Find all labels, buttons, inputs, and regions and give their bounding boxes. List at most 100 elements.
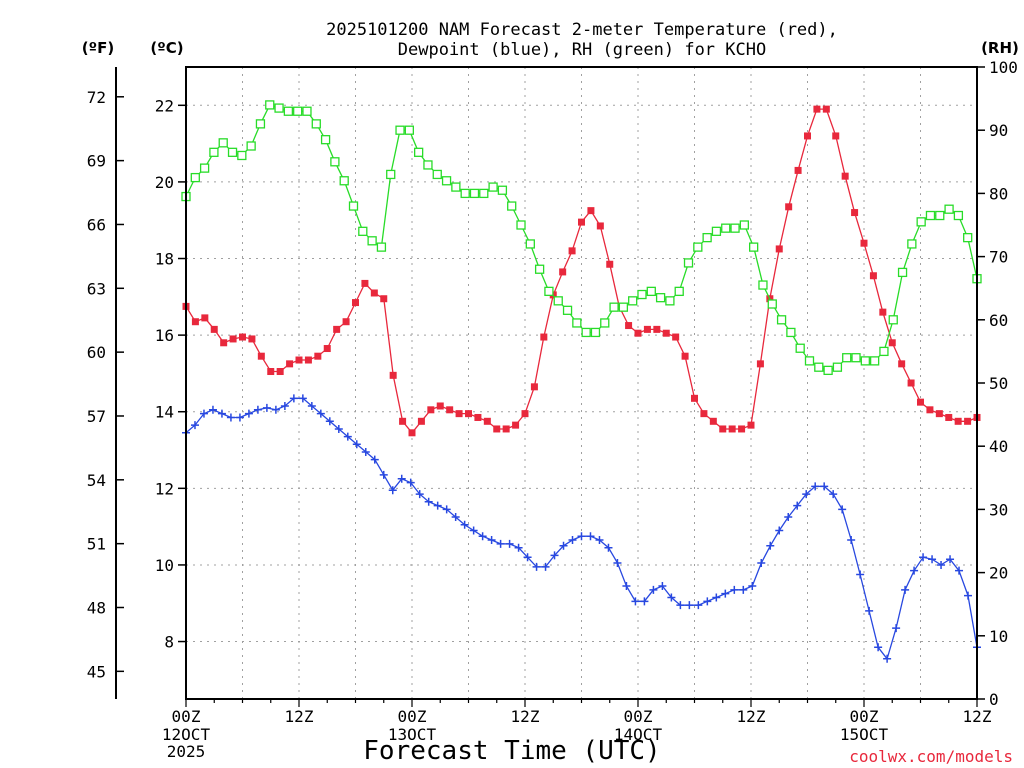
rh-point <box>925 210 936 221</box>
dewpoint-point <box>883 654 892 663</box>
rh-point <box>665 296 675 306</box>
temperature-point <box>295 356 303 364</box>
rh-point <box>451 182 461 192</box>
temperature-point <box>304 356 312 364</box>
temperature-point <box>954 417 962 425</box>
rh-tick-label: 10 <box>989 627 1008 646</box>
temperature-point <box>672 333 680 341</box>
dewpoint-point <box>730 585 739 594</box>
dewpoint-point <box>379 470 388 479</box>
dewpoint-point <box>811 482 820 491</box>
dewpoint-point <box>892 624 901 633</box>
temperature-point <box>474 413 482 421</box>
rh-tick-label: 70 <box>989 248 1008 267</box>
rh-point <box>739 220 750 230</box>
dewpoint-point <box>613 559 622 568</box>
temperature-point <box>804 132 811 140</box>
celsius-tick-label: 8 <box>164 633 174 652</box>
rh-tick-label: 40 <box>989 437 1008 456</box>
rh-point <box>804 356 815 366</box>
series-layer <box>181 100 982 663</box>
dewpoint-point <box>910 566 919 575</box>
dewpoint-point <box>874 643 883 652</box>
temperature-point <box>738 425 746 433</box>
rh-point <box>432 169 442 180</box>
dewpoint-series <box>182 394 981 663</box>
temperature-point <box>625 322 633 330</box>
temperature-point <box>691 394 698 402</box>
rh-tick-label: 90 <box>989 121 1008 140</box>
dewpoint-point <box>766 541 775 550</box>
dewpoint-point <box>712 593 721 602</box>
temperature-point <box>879 308 887 316</box>
rh-point <box>237 150 247 161</box>
temperature-point <box>775 245 783 253</box>
temperature-point <box>935 410 943 418</box>
temperature-point <box>756 360 764 368</box>
temperature-point <box>417 417 425 425</box>
temperature-point <box>399 417 407 425</box>
dewpoint-point <box>937 560 946 569</box>
dewpoint-point <box>559 541 568 550</box>
dewpoint-point <box>334 424 343 433</box>
rh-point <box>246 141 256 151</box>
rh-point <box>879 346 889 357</box>
dewpoint-point <box>838 505 847 514</box>
x-tick-label: 12Z <box>963 707 992 726</box>
temperature-point <box>361 279 369 287</box>
x-tick-date: 14OCT <box>614 725 663 744</box>
temperature-point <box>370 289 378 297</box>
chart-title-line1: 2025101200 NAM Forecast 2-meter Temperat… <box>326 20 838 40</box>
rh-point <box>311 119 321 129</box>
dewpoint-point <box>397 474 406 483</box>
rh-point <box>516 220 526 230</box>
dewpoint-point <box>604 543 613 552</box>
dewpoint-point <box>190 421 199 430</box>
dewpoint-point <box>469 526 478 535</box>
rh-point <box>413 147 424 157</box>
celsius-tick-label: 22 <box>155 96 174 115</box>
temperature-point <box>643 325 651 333</box>
rh-point <box>488 182 498 192</box>
celsius-tick-label: 12 <box>155 479 174 498</box>
temperature-point <box>465 410 472 418</box>
dewpoint-point <box>496 539 505 548</box>
dewpoint-point <box>424 497 433 506</box>
dewpoint-point <box>568 536 577 545</box>
temperature-point <box>568 247 576 255</box>
rh-point <box>674 286 684 297</box>
temperature-point <box>276 368 284 376</box>
rh-point <box>609 302 619 312</box>
temperature-point <box>427 406 435 414</box>
dewpoint-point <box>343 432 352 441</box>
temperature-point <box>578 218 585 226</box>
x-tick-label: 12Z <box>285 707 314 726</box>
rh-point <box>404 125 414 135</box>
temperature-point <box>314 352 322 360</box>
temperature-point <box>926 406 934 414</box>
rh-point <box>423 160 433 170</box>
rh-point <box>367 236 377 246</box>
temperature-point <box>239 333 246 341</box>
rh-point <box>348 201 359 211</box>
temperature-point <box>945 413 953 421</box>
dewpoint-point <box>748 582 757 591</box>
fahrenheit-tick-label: 63 <box>87 279 106 298</box>
rh-point <box>721 223 731 233</box>
dewpoint-point <box>541 562 550 571</box>
temperature-point <box>888 339 896 347</box>
temperature-point <box>832 132 840 140</box>
dewpoint-point <box>208 405 217 414</box>
x-tick-date: 13OCT <box>388 725 437 744</box>
temperature-point <box>267 368 275 376</box>
rh-point <box>562 305 573 315</box>
dewpoint-point <box>325 417 334 426</box>
temperature-point <box>869 272 877 280</box>
dewpoint-point <box>226 413 235 422</box>
rh-point <box>907 239 917 249</box>
dewpoint-point <box>478 532 487 541</box>
temperature-point <box>493 425 501 433</box>
dewpoint-line <box>185 397 978 661</box>
rh-point <box>293 106 303 116</box>
rh-point <box>600 318 610 328</box>
